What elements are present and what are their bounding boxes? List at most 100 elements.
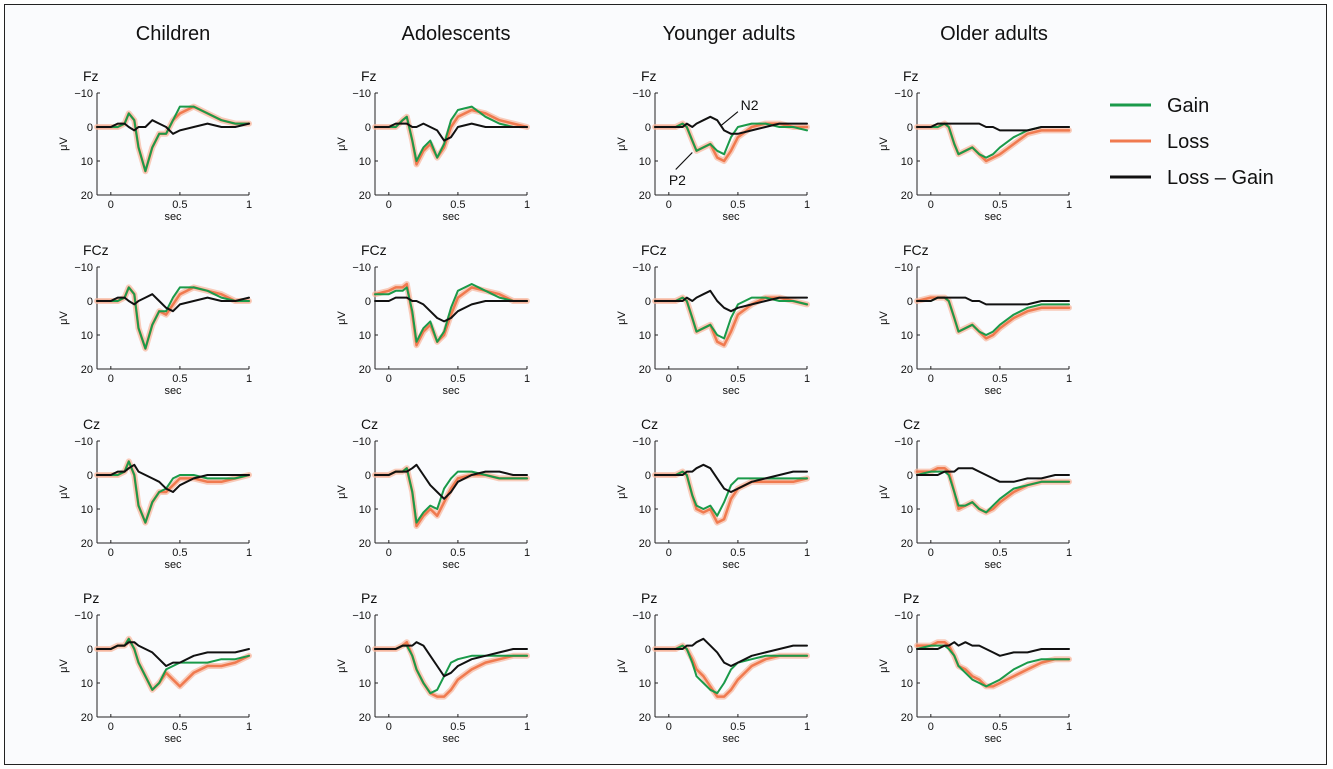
electrode-label-children-fz: Fz	[83, 68, 99, 84]
electrode-label-children-cz: Cz	[83, 416, 100, 432]
series-line-loss-older-adults-pz	[915, 640, 1071, 688]
electrode-label-adolescents-fz: Fz	[361, 68, 377, 84]
figure-frame: Children Adolescents Younger adults Older a…	[4, 4, 1327, 765]
x-tick-label-older-adults-fcz: 0.5	[992, 373, 1007, 385]
y-axis-label-children-fz: μV	[58, 137, 70, 151]
x-tick-label-children-fz: 1	[246, 199, 252, 211]
series-line-loss-gain-children-fcz	[96, 293, 250, 313]
y-tick-label-adolescents-fz: 20	[359, 190, 371, 202]
series-halo-loss-adolescents-cz	[372, 465, 530, 529]
x-tick-label-adolescents-fcz: 0.5	[450, 373, 465, 385]
x-tick-label-younger-adults-pz: 1	[804, 721, 810, 733]
y-tick-label-older-adults-cz: 0	[907, 470, 913, 482]
y-tick-label-children-cz: 20	[81, 538, 93, 550]
y-tick-label-children-cz: 10	[81, 504, 93, 516]
y-axis-label-older-adults-pz: μV	[878, 659, 890, 673]
y-tick-label-younger-adults-cz: 0	[645, 470, 651, 482]
y-tick-label-older-adults-pz: 0	[907, 644, 913, 656]
series-line-loss-gain-children-pz	[96, 641, 250, 667]
group-title-children: Children	[136, 23, 210, 45]
legend-label-loss: Loss	[1167, 131, 1209, 153]
y-axis-label-children-fcz: μV	[58, 311, 70, 325]
y-tick-label-older-adults-fz: 10	[901, 156, 913, 168]
y-tick-label-adolescents-fz: 10	[359, 156, 371, 168]
y-axis-label-older-adults-cz: μV	[878, 485, 890, 499]
x-tick-label-younger-adults-cz: 0.5	[730, 547, 745, 559]
y-axis-label-younger-adults-cz: μV	[616, 485, 628, 499]
series-halo-loss-younger-adults-fz	[652, 120, 810, 164]
y-tick-label-younger-adults-fz: 10	[639, 156, 651, 168]
electrode-label-older-adults-pz: Pz	[903, 590, 919, 606]
y-tick-label-older-adults-cz: 10	[901, 504, 913, 516]
series-line-loss-gain-adolescents-fcz	[374, 296, 528, 323]
y-tick-label-children-fz: −10	[74, 88, 93, 100]
y-tick-label-older-adults-fz: −10	[894, 88, 913, 100]
x-axis-label-older-adults-fcz: sec	[984, 385, 1002, 397]
y-tick-label-younger-adults-fz: −10	[632, 88, 651, 100]
x-tick-label-children-fz: 0	[108, 199, 114, 211]
legend-label-loss-gain: Loss – Gain	[1167, 167, 1274, 189]
series-line-gain-adolescents-fcz	[374, 283, 528, 343]
y-tick-label-adolescents-pz: −10	[352, 610, 371, 622]
group-title-adolescents: Adolescents	[402, 23, 511, 45]
annotation-p2-label: P2	[669, 172, 686, 188]
y-tick-label-adolescents-cz: −10	[352, 436, 371, 448]
electrode-label-adolescents-pz: Pz	[361, 590, 377, 606]
y-tick-label-older-adults-fz: 0	[907, 122, 913, 134]
y-tick-label-children-fcz: −10	[74, 262, 93, 274]
electrode-label-younger-adults-fcz: FCz	[641, 242, 667, 258]
x-tick-label-children-cz: 0.5	[172, 547, 187, 559]
electrode-label-younger-adults-pz: Pz	[641, 590, 657, 606]
y-axis-label-adolescents-fcz: μV	[336, 311, 348, 325]
y-tick-label-children-fcz: 0	[87, 296, 93, 308]
y-tick-label-adolescents-pz: 0	[365, 644, 371, 656]
x-tick-label-children-fcz: 1	[246, 373, 252, 385]
y-tick-label-children-pz: −10	[74, 610, 93, 622]
electrode-label-older-adults-fcz: FCz	[903, 242, 929, 258]
series-line-loss-adolescents-fcz	[373, 282, 529, 347]
series-line-loss-gain-children-fz	[96, 119, 250, 135]
series-line-loss-gain-adolescents-fz	[374, 122, 528, 142]
y-tick-label-younger-adults-pz: 10	[639, 678, 651, 690]
series-line-loss-gain-younger-adults-fz	[654, 115, 808, 135]
x-tick-label-younger-adults-fcz: 1	[804, 373, 810, 385]
y-tick-label-children-pz: 10	[81, 678, 93, 690]
x-tick-label-children-pz: 0.5	[172, 721, 187, 733]
x-tick-label-younger-adults-pz: 0.5	[730, 721, 745, 733]
y-tick-label-adolescents-fcz: −10	[352, 262, 371, 274]
electrode-label-adolescents-cz: Cz	[361, 416, 378, 432]
y-tick-label-older-adults-cz: 20	[901, 538, 913, 550]
y-tick-label-older-adults-pz: 20	[901, 712, 913, 724]
y-tick-label-younger-adults-fcz: 10	[639, 330, 651, 342]
y-tick-label-adolescents-fz: −10	[352, 88, 371, 100]
electrode-label-younger-adults-fz: Fz	[641, 68, 657, 84]
y-tick-label-younger-adults-fcz: −10	[632, 262, 651, 274]
series-line-loss-gain-younger-adults-pz	[654, 637, 808, 667]
y-tick-label-older-adults-fcz: 20	[901, 364, 913, 376]
x-tick-label-adolescents-fz: 0	[386, 199, 392, 211]
series-line-gain-younger-adults-fz	[654, 122, 808, 156]
x-tick-label-children-fcz: 0	[108, 373, 114, 385]
x-axis-label-children-fcz: sec	[164, 385, 182, 397]
x-tick-label-younger-adults-cz: 1	[804, 547, 810, 559]
x-tick-label-children-fz: 0.5	[172, 199, 187, 211]
y-axis-label-adolescents-fz: μV	[336, 137, 348, 151]
x-tick-label-older-adults-pz: 1	[1066, 721, 1072, 733]
x-tick-label-adolescents-cz: 0.5	[450, 547, 465, 559]
x-tick-label-adolescents-pz: 0.5	[450, 721, 465, 733]
y-axis-label-adolescents-cz: μV	[336, 485, 348, 499]
y-tick-label-older-adults-pz: −10	[894, 610, 913, 622]
x-axis-label-children-pz: sec	[164, 733, 182, 745]
x-tick-label-adolescents-cz: 0	[386, 547, 392, 559]
series-halo-loss-younger-adults-fcz	[652, 294, 810, 349]
series-line-gain-older-adults-fcz	[916, 296, 1070, 336]
annotation-p2-arrow	[675, 152, 693, 170]
x-tick-label-older-adults-fcz: 0	[928, 373, 934, 385]
series-line-loss-gain-older-adults-fz	[916, 122, 1070, 132]
x-tick-label-older-adults-pz: 0.5	[992, 721, 1007, 733]
electrode-label-older-adults-fz: Fz	[903, 68, 919, 84]
x-axis-label-younger-adults-pz: sec	[722, 733, 740, 745]
y-tick-label-younger-adults-fz: 20	[639, 190, 651, 202]
y-tick-label-adolescents-cz: 10	[359, 504, 371, 516]
y-tick-label-adolescents-fz: 0	[365, 122, 371, 134]
